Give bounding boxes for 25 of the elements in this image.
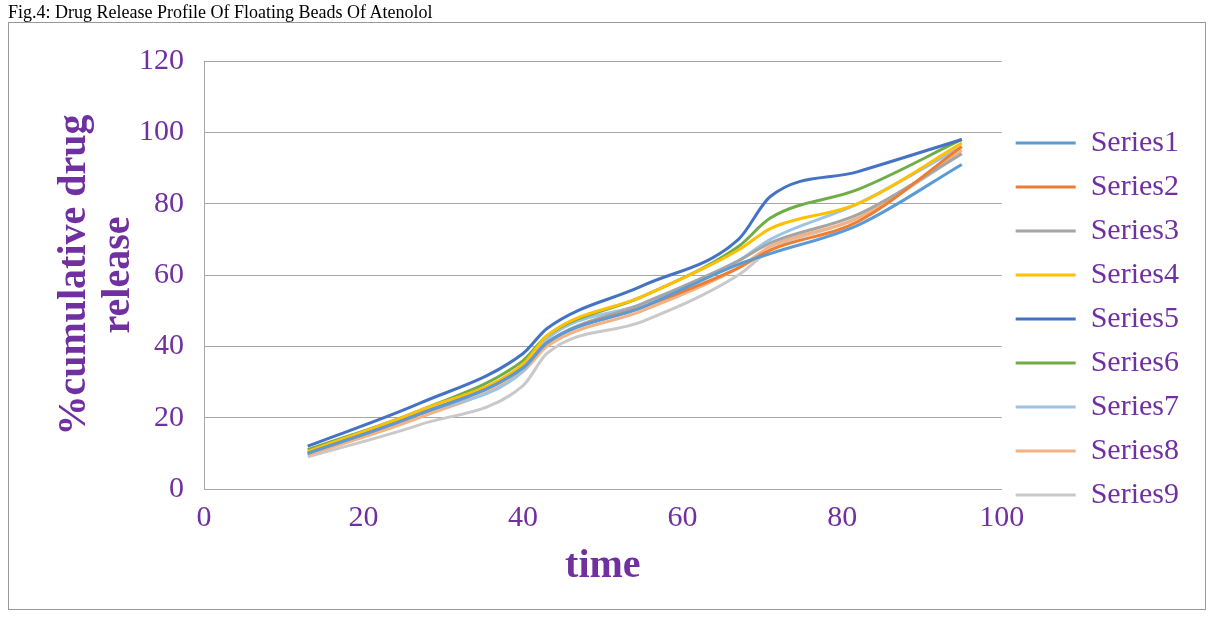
x-tick-label: 0 [196,498,212,532]
y-tick-label: 40 [154,327,184,361]
x-tick-label: 60 [667,498,698,532]
y-tick-label: 20 [154,398,184,432]
y-tick-label: 100 [139,113,184,147]
legend-label: Series9 [1090,475,1180,509]
x-tick-label: 40 [508,498,539,532]
x-tick-label: 20 [348,498,379,532]
x-axis-title: time [565,541,641,587]
y-axis-title: %cumulative drug release [49,114,139,436]
y-tick-label: 60 [154,255,184,289]
y-tick-label: 120 [139,41,184,75]
legend-label: Series1 [1090,123,1180,157]
legend-label: Series7 [1090,387,1180,421]
legend-label: Series8 [1090,431,1180,465]
legend-label: Series5 [1090,299,1180,333]
x-tick-label: 100 [979,498,1025,532]
x-tick-label: 80 [827,498,858,532]
y-tick-label: 0 [169,469,184,503]
legend-label: Series3 [1090,211,1180,245]
y-tick-label: 80 [154,184,184,218]
chart-title: Fig.4: Drug Release Profile Of Floating Beads Of Atenolol [8,2,434,22]
legend-label: Series2 [1090,167,1180,201]
legend-label: Series4 [1090,255,1180,289]
legend-label: Series6 [1090,343,1180,377]
